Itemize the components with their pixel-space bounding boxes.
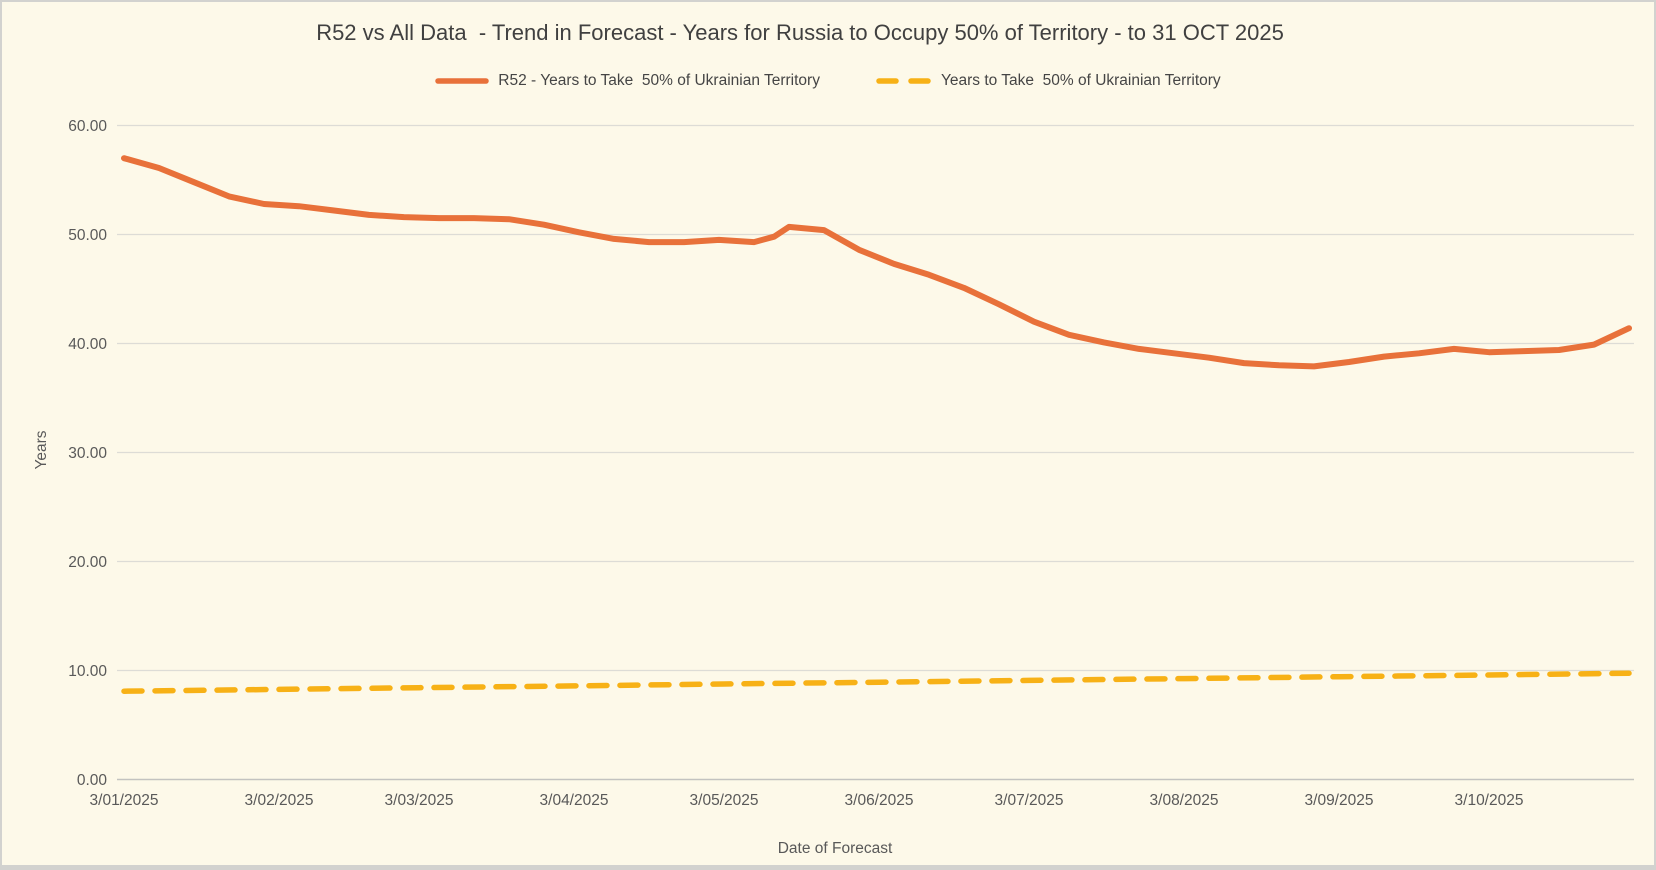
- x-axis-title: Date of Forecast: [777, 840, 893, 857]
- series-line-r52: [121, 155, 1632, 370]
- legend-item-r52: R52 - Years to Take 50% of Ukrainian Ter…: [435, 72, 820, 90]
- y-tick-label: 20.00: [68, 554, 107, 571]
- legend-line-dashed-icon: [876, 78, 932, 84]
- x-tick-label: 3/06/2025: [845, 792, 914, 809]
- x-tick-label: 3/09/2025: [1305, 792, 1374, 809]
- legend-label-r52: R52 - Years to Take 50% of Ukrainian Ter…: [498, 72, 820, 89]
- chart-title: R52 vs All Data - Trend in Forecast - Ye…: [316, 20, 1284, 45]
- x-tick-label: 3/04/2025: [540, 792, 609, 809]
- x-tick-label: 3/10/2025: [1455, 792, 1524, 809]
- legend-label-all-data: Years to Take 50% of Ukrainian Territory: [940, 72, 1221, 89]
- y-tick-label: 0.00: [77, 772, 108, 789]
- legend-line-solid-icon: [435, 78, 490, 84]
- x-tick-label: 3/01/2025: [90, 792, 159, 809]
- x-tick-label: 3/05/2025: [690, 792, 759, 809]
- y-tick-label: 50.00: [68, 227, 107, 244]
- y-tick-label: 30.00: [68, 445, 107, 462]
- x-tick-label: 3/07/2025: [995, 792, 1064, 809]
- y-tick-label: 60.00: [68, 118, 107, 135]
- y-tick-label: 40.00: [68, 336, 107, 353]
- x-tick-label: 3/03/2025: [385, 792, 454, 809]
- y-axis-title: Years: [33, 430, 50, 470]
- y-tick-label: 10.00: [68, 663, 107, 680]
- series-line-all-data: [121, 670, 1632, 694]
- legend-item-all-data: Years to Take 50% of Ukrainian Territory: [876, 72, 1221, 90]
- x-tick-label: 3/02/2025: [245, 792, 314, 809]
- chart-legend: R52 - Years to Take 50% of Ukrainian Ter…: [2, 72, 1654, 90]
- x-tick-label: 3/08/2025: [1150, 792, 1219, 809]
